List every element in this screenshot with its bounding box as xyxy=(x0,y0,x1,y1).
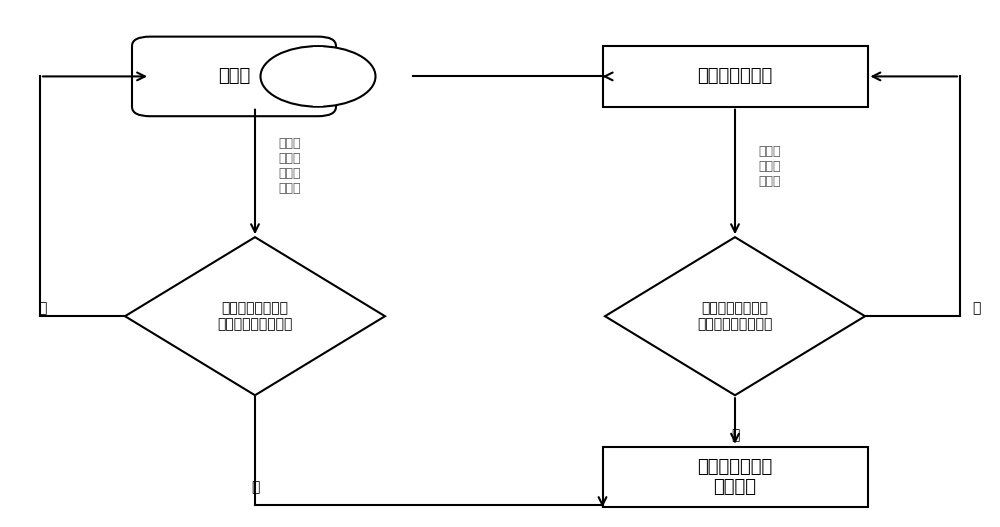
Text: 是: 是 xyxy=(731,428,739,442)
Text: 否: 否 xyxy=(972,301,980,315)
FancyBboxPatch shape xyxy=(132,37,336,116)
Text: 是否与指定的基本
工程约束条件一致？: 是否与指定的基本 工程约束条件一致？ xyxy=(217,301,293,331)
FancyBboxPatch shape xyxy=(602,447,868,507)
Text: 目标部位结构面
露头样本: 目标部位结构面 露头样本 xyxy=(697,457,773,496)
FancyBboxPatch shape xyxy=(313,47,323,105)
Text: 是: 是 xyxy=(251,481,259,494)
FancyBboxPatch shape xyxy=(602,46,868,106)
Circle shape xyxy=(260,46,376,106)
Text: 钻孔、平硐样本: 钻孔、平硐样本 xyxy=(697,67,773,85)
Polygon shape xyxy=(125,237,385,395)
Polygon shape xyxy=(605,237,865,395)
Text: 是否与指定的基本
地质约束条件一致？: 是否与指定的基本 地质约束条件一致？ xyxy=(697,301,773,331)
Text: 判断其
中的露
头样本: 判断其 中的露 头样本 xyxy=(758,144,780,188)
Text: 否: 否 xyxy=(38,301,46,315)
Text: 数据库: 数据库 xyxy=(218,67,250,85)
Text: 判断其
中的钻
孔、平
硐样本: 判断其 中的钻 孔、平 硐样本 xyxy=(278,137,300,195)
